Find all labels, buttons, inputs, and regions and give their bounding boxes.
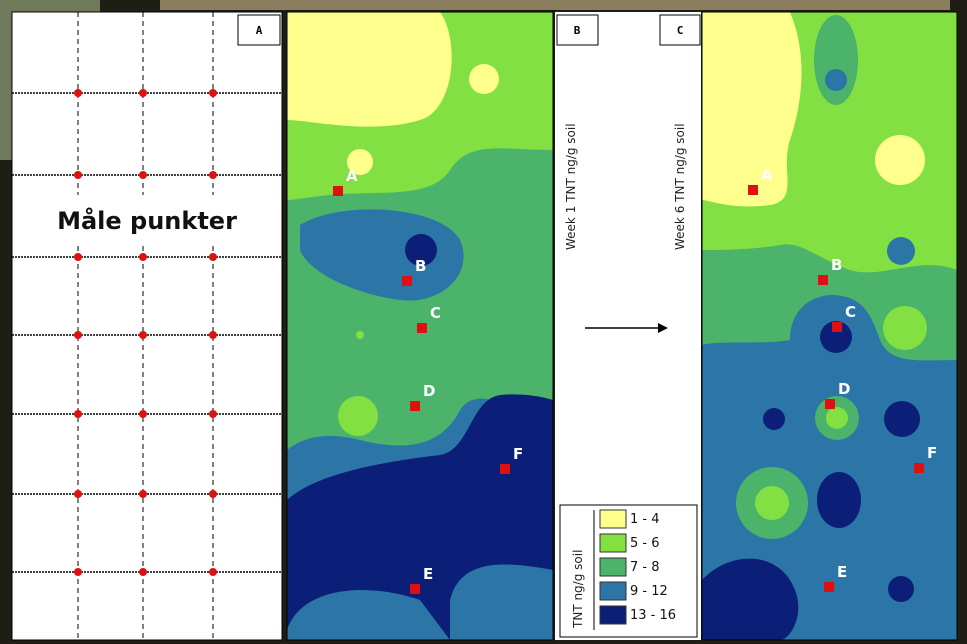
sample-label: C <box>845 303 856 321</box>
legend-item: 13 - 16 <box>630 608 676 623</box>
label-box <box>237 14 281 46</box>
axis-label: Week 6 TNT ng/g soil <box>673 123 687 250</box>
sample-point <box>209 331 217 339</box>
caption: Måle punkter <box>57 206 237 235</box>
sample-point <box>74 253 82 261</box>
sample-point <box>139 490 147 498</box>
frame <box>286 11 554 641</box>
zone <box>884 401 920 437</box>
axis-label: Week 1 TNT ng/g soil <box>564 123 578 250</box>
zone <box>702 12 802 207</box>
sample-point <box>209 490 217 498</box>
sample-label: B <box>831 256 842 274</box>
sample-marker <box>500 464 510 474</box>
legend-item: 7 - 8 <box>630 560 660 575</box>
zone <box>356 331 364 339</box>
zone <box>469 64 499 94</box>
frame <box>701 11 958 641</box>
panel-label: A <box>256 24 263 37</box>
panel-label: B <box>574 24 581 37</box>
sample-point <box>74 490 82 498</box>
zone <box>883 306 927 350</box>
panel-a-frame <box>11 11 283 641</box>
sample-label: F <box>513 445 523 463</box>
legend-item: 9 - 12 <box>630 584 668 599</box>
sample-point <box>139 410 147 418</box>
label-box <box>659 14 701 46</box>
zone <box>888 576 914 602</box>
sample-point <box>139 331 147 339</box>
arrow-head <box>658 323 668 333</box>
sample-point <box>139 171 147 179</box>
zone <box>287 394 553 640</box>
sample-marker <box>832 322 842 332</box>
zone <box>814 15 858 105</box>
zone <box>405 234 437 266</box>
sample-point <box>209 89 217 97</box>
legend-swatch <box>599 533 627 553</box>
sample-label: F <box>927 444 937 462</box>
legend-swatch <box>599 509 627 529</box>
sample-label: B <box>415 257 426 275</box>
zone <box>887 237 915 265</box>
sample-marker <box>748 185 758 195</box>
sample-point <box>209 410 217 418</box>
sample-point <box>74 89 82 97</box>
zone <box>825 69 847 91</box>
sample-point <box>74 568 82 576</box>
legend-item: 5 - 6 <box>630 536 660 551</box>
sample-marker <box>333 186 343 196</box>
sample-marker <box>824 582 834 592</box>
sample-label: E <box>423 565 433 583</box>
sample-point <box>74 331 82 339</box>
zone <box>755 486 789 520</box>
sample-marker <box>914 463 924 473</box>
zone <box>817 472 861 528</box>
sample-point <box>74 171 82 179</box>
legend-swatch <box>599 557 627 577</box>
map-week-6 <box>701 11 958 641</box>
zone <box>347 149 373 175</box>
panel-a <box>11 11 283 641</box>
zone <box>702 558 799 640</box>
sample-point <box>74 410 82 418</box>
sample-point <box>209 568 217 576</box>
zone <box>287 12 452 127</box>
legend-frame <box>559 504 698 638</box>
zone <box>300 209 464 301</box>
sample-label: E <box>837 563 847 581</box>
zone <box>287 590 450 640</box>
sample-label: D <box>838 380 850 398</box>
sample-marker <box>410 401 420 411</box>
sample-point <box>139 568 147 576</box>
sample-label: A <box>346 167 358 185</box>
sample-marker <box>825 399 835 409</box>
sample-point <box>209 171 217 179</box>
legend-item: 1 - 4 <box>630 512 660 527</box>
legend-swatch <box>599 605 627 625</box>
panel-label: C <box>677 24 684 37</box>
caption-box <box>13 195 281 245</box>
photo-edge <box>160 0 950 10</box>
sample-label: D <box>423 382 435 400</box>
sample-marker <box>402 276 412 286</box>
legend-title: TNT ng/g soil <box>571 550 585 629</box>
sample-marker <box>818 275 828 285</box>
sample-label: A <box>761 166 773 184</box>
sample-point <box>139 253 147 261</box>
label-box <box>556 14 599 46</box>
sample-marker <box>417 323 427 333</box>
zone <box>820 321 852 353</box>
sample-label: C <box>430 304 441 322</box>
sample-point <box>209 253 217 261</box>
zone <box>875 135 925 185</box>
zone <box>763 408 785 430</box>
sample-point <box>139 89 147 97</box>
zone <box>826 407 848 429</box>
legend: TNT ng/g soil 1 - 4 5 - 6 7 - 8 9 - 12 13 - … <box>559 504 698 638</box>
zone <box>338 396 378 436</box>
legend-swatch <box>599 581 627 601</box>
sample-marker <box>410 584 420 594</box>
